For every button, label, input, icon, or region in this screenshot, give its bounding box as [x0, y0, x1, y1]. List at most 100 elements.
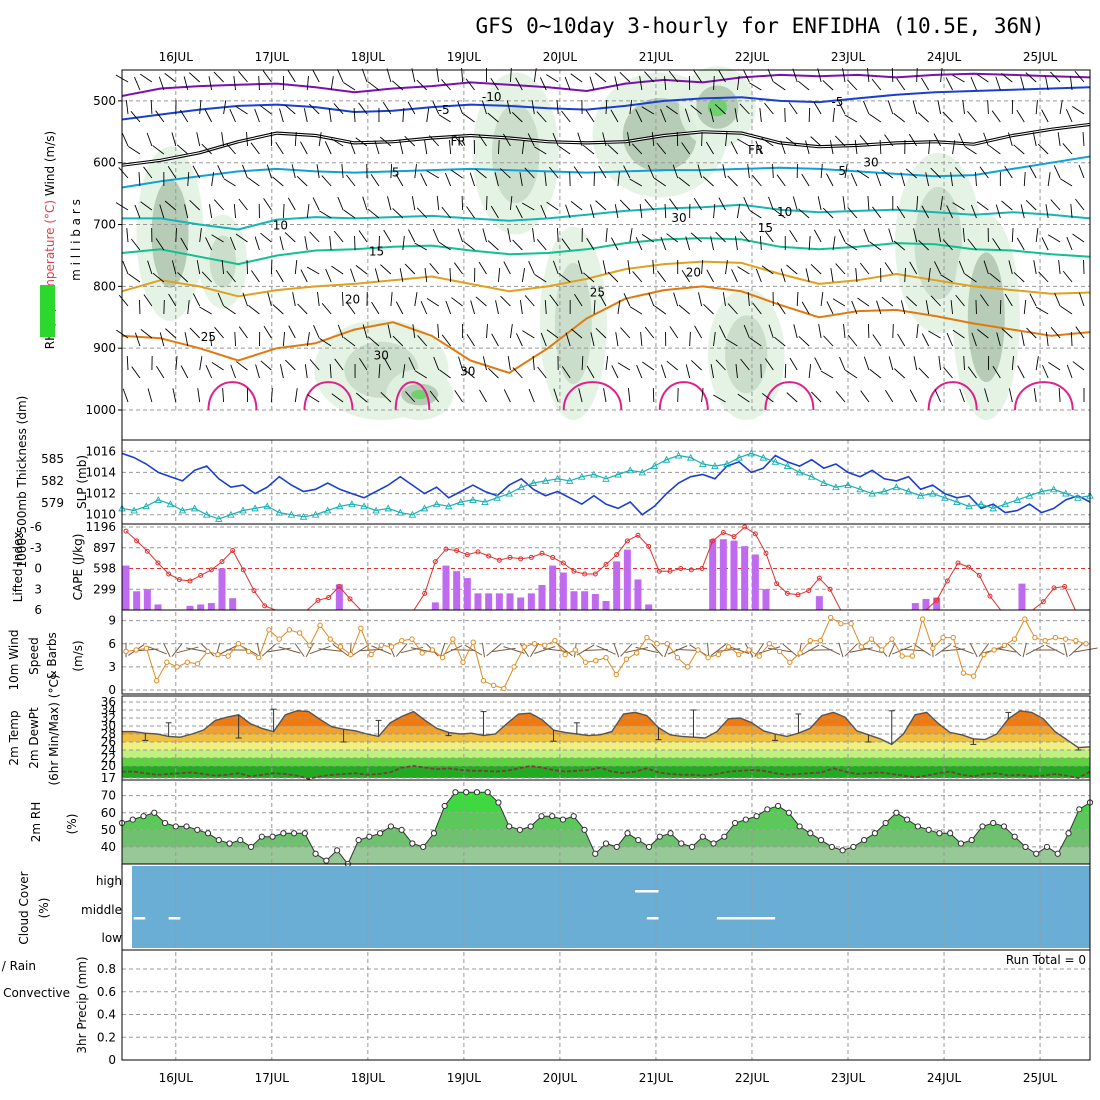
- thickness-point: [493, 493, 501, 501]
- thickness-point: [529, 479, 538, 486]
- wind-barb: [564, 76, 571, 91]
- lifted-index-point: [614, 552, 620, 558]
- lifted-index-point: [326, 595, 332, 601]
- wind-barb: [209, 332, 213, 347]
- wind-speed-point: [1032, 634, 1038, 641]
- wind-barb: [296, 175, 308, 187]
- wind-barb: [893, 240, 906, 251]
- wind-barb: [930, 167, 941, 179]
- lifted-index-point: [688, 567, 694, 573]
- wind-barb: [291, 164, 296, 179]
- rh-band: [122, 792, 1090, 796]
- wind-barb: [768, 196, 774, 211]
- wind-barb: [992, 238, 1001, 251]
- wind-barb: [152, 272, 165, 283]
- cape-bar: [751, 554, 759, 610]
- lifted-index-point: [560, 560, 566, 566]
- cape-bar: [1018, 583, 1026, 610]
- wind-barb: [183, 76, 189, 91]
- rh-point: [441, 802, 448, 810]
- cape-bar: [719, 539, 727, 610]
- wind-barb: [279, 236, 284, 251]
- wind-barb: [441, 334, 452, 347]
- wind-barb: [673, 292, 679, 307]
- wind-barb-10m: [534, 646, 556, 654]
- lifted-index-point: [432, 559, 438, 565]
- wind-barb: [767, 68, 774, 83]
- wind-barb: [503, 133, 511, 147]
- wind-speed-point: [654, 641, 660, 647]
- rh-point: [1065, 830, 1072, 837]
- lifted-index-point: [507, 554, 513, 560]
- wind-barb: [590, 332, 595, 347]
- wind-barb-10m: [625, 647, 649, 653]
- lifted-index-point: [166, 571, 172, 577]
- rh-point: [151, 809, 158, 816]
- wind-barb: [1050, 199, 1061, 211]
- wind-barb: [718, 325, 726, 339]
- wind-barb: [959, 388, 965, 403]
- wind-barb: [416, 79, 428, 91]
- rh-point: [452, 789, 459, 796]
- wind-barb: [693, 197, 702, 211]
- wind-barb: [921, 77, 930, 91]
- wind-barb: [294, 260, 298, 275]
- wind-barb: [487, 240, 499, 251]
- wind-barb: [552, 260, 559, 275]
- wind-speed-point: [848, 621, 854, 627]
- wind-barb: [235, 105, 248, 115]
- wind-speed-point: [501, 685, 507, 692]
- dewpoint-line: [122, 765, 1091, 780]
- wind-speed-point: [970, 673, 977, 679]
- wind-barb: [250, 142, 260, 155]
- wind-barb: [540, 204, 547, 219]
- rh-point: [355, 836, 362, 844]
- wind-barb: [844, 242, 858, 251]
- wind-speed-point: [439, 654, 446, 661]
- wind-barb: [412, 324, 416, 339]
- rh-point: [172, 823, 179, 830]
- wind-barb: [534, 146, 547, 155]
- wind-barb: [382, 102, 392, 115]
- x-tick-top: 17JUL: [255, 50, 290, 64]
- thickness-point: [941, 493, 949, 501]
- wind-barb: [1047, 172, 1051, 187]
- wind-barb: [817, 196, 822, 211]
- wind-speed-point: [899, 653, 905, 659]
- wind-barb: [921, 205, 930, 219]
- wind-barb: [143, 294, 153, 307]
- contour-label: 5: [838, 164, 846, 178]
- wind-barb: [730, 141, 738, 155]
- wind-barb: [627, 132, 631, 147]
- rh-point: [678, 840, 685, 847]
- wind-barb: [627, 260, 631, 275]
- wind-barb: [665, 105, 678, 115]
- wind-barb: [589, 204, 595, 219]
- wind-barb: [432, 228, 440, 243]
- cape-panel: 299 598 897 1196 -6 -3 0 3 6 Lifted Index CAPE (J/…: [11, 520, 1091, 617]
- isotherm-10: [122, 203, 1091, 231]
- wind-tick: 0: [108, 683, 116, 697]
- wind-barb: [1000, 73, 1013, 83]
- thickness-point: [650, 462, 659, 470]
- rh-point: [129, 816, 136, 823]
- wind-barb: [573, 166, 583, 179]
- wind-barb: [279, 364, 284, 379]
- wind-barb: [313, 325, 320, 339]
- thickness-point: [904, 487, 913, 495]
- wind-barb: [544, 172, 547, 187]
- wind-barb-10m: [1046, 644, 1065, 656]
- wind-speed-point: [889, 636, 895, 642]
- temp-ylabel-3: (6hr Min/Max) (°C): [47, 674, 61, 785]
- wind-barb: [850, 173, 858, 187]
- precip-ylabel-3: 3hr Precip (mm): [75, 956, 89, 1053]
- wind-barb: [607, 144, 619, 155]
- wind-barb: [189, 327, 201, 339]
- wind-barb: [453, 134, 463, 147]
- wind-barb-10m: [667, 645, 688, 655]
- wind-barb: [1050, 326, 1061, 339]
- wind-barb: [610, 109, 619, 123]
- cape-bar: [623, 549, 631, 610]
- wind-barb: [312, 197, 320, 211]
- lifted-index-point: [486, 553, 492, 559]
